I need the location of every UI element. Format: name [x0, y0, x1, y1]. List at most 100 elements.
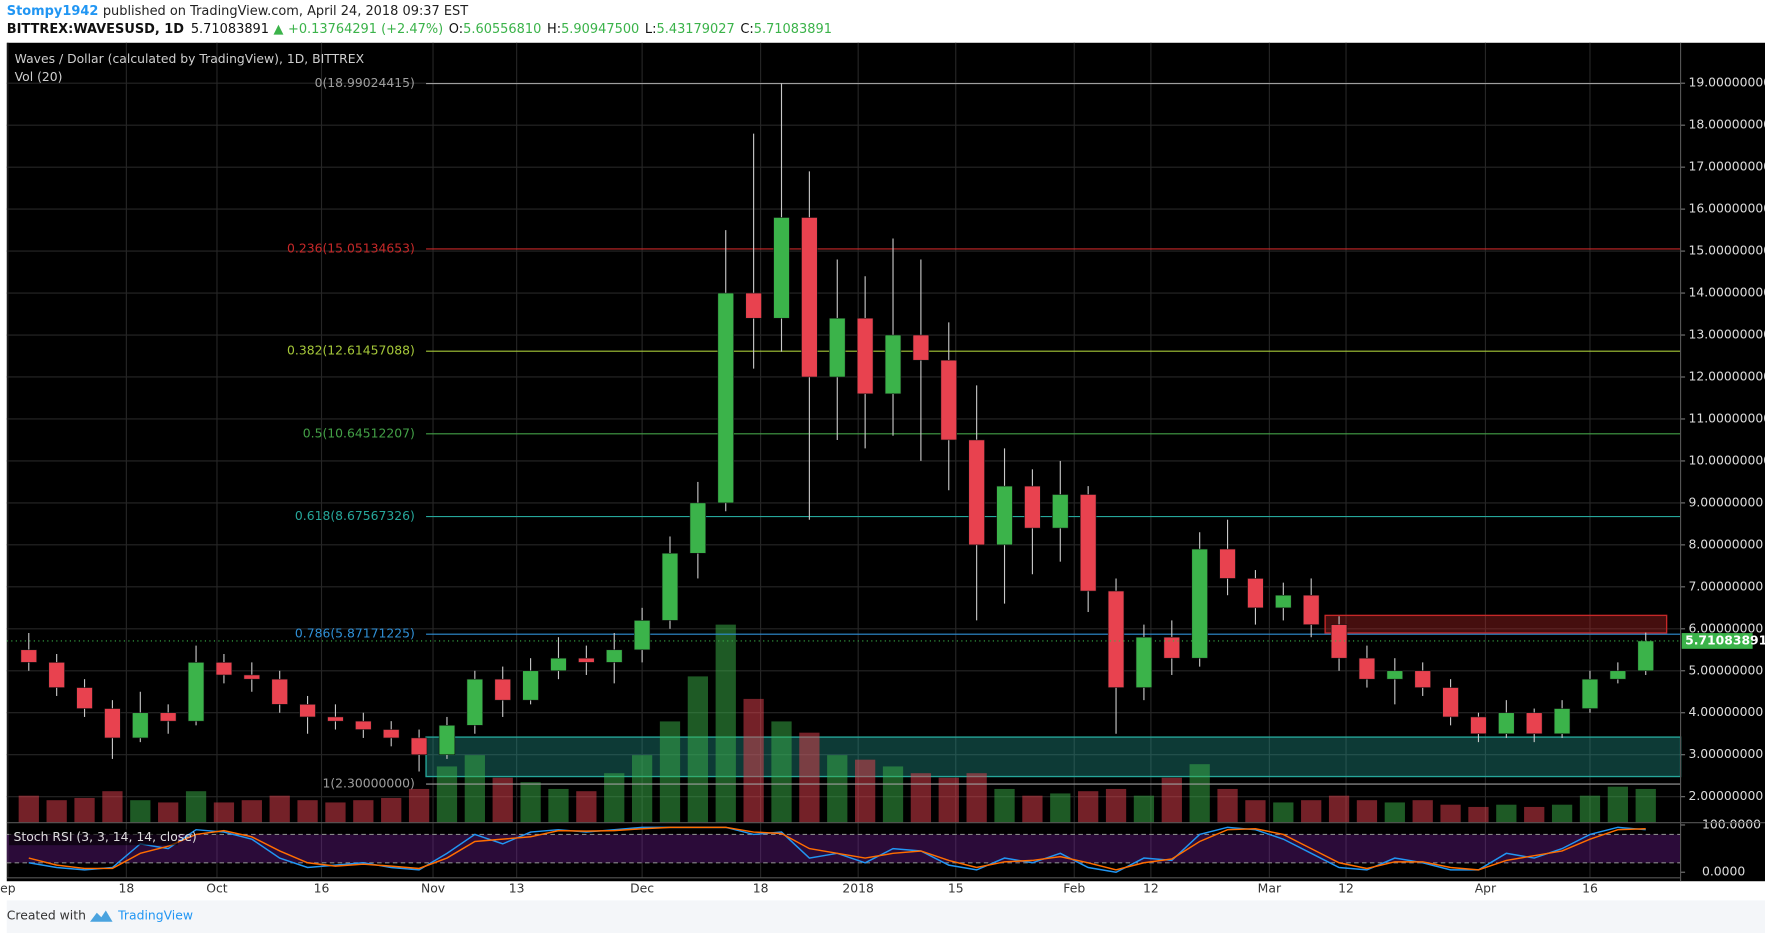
- volume-bar: [1635, 788, 1656, 823]
- x-tick-label: 16: [1582, 882, 1598, 896]
- author[interactable]: Stompy1942: [7, 4, 99, 19]
- volume-bar: [1161, 777, 1182, 823]
- fib-label: 0.382(12.61457088): [287, 344, 415, 358]
- volume-bar: [1328, 795, 1350, 823]
- arrow: ▲: [274, 22, 284, 37]
- x-tick-label: 18: [753, 882, 769, 896]
- candle-body: [1442, 687, 1459, 718]
- candle-body: [1080, 494, 1097, 592]
- candle-body: [522, 670, 539, 701]
- volume-bar: [325, 802, 346, 823]
- volume-bar: [74, 797, 95, 823]
- candle-body: [1107, 590, 1125, 688]
- stoch-title-bg: [9, 829, 178, 846]
- candle-body: [1470, 716, 1487, 735]
- x-tick-label: Oct: [206, 882, 228, 896]
- last-price-label: 5.71083891: [1685, 633, 1765, 647]
- x-tick-label: 18: [118, 882, 134, 896]
- candle-body: [132, 712, 149, 739]
- x-tick-label: 2018: [842, 882, 874, 896]
- volume-bar: [576, 791, 597, 823]
- footer-bar: [6, 900, 1765, 933]
- candle-body: [299, 704, 316, 718]
- candle-body: [717, 292, 734, 504]
- candle-body: [1553, 708, 1571, 735]
- stoch-title: Stoch RSI (3, 3, 14, 14, close): [14, 830, 197, 844]
- candle-body: [550, 657, 567, 672]
- volume-bar: [46, 800, 67, 823]
- footer-brand[interactable]: TradingView: [117, 909, 193, 923]
- stoch-tick-label: 100.0000: [1702, 817, 1761, 831]
- y-tick-label: 16.00000000: [1688, 202, 1765, 216]
- candle-body: [104, 708, 121, 739]
- candle-body: [383, 729, 400, 739]
- c-label: C:: [740, 22, 753, 37]
- candle-body: [661, 552, 679, 621]
- y-tick-label: 9.00000000: [1688, 495, 1763, 509]
- volume-bar: [882, 766, 904, 823]
- candle-body: [243, 674, 260, 680]
- volume-bar: [353, 800, 374, 823]
- volume-bar: [1301, 800, 1322, 823]
- y-tick-label: 11.00000000: [1688, 411, 1765, 425]
- fib-label: 1(2.30000000): [322, 777, 414, 791]
- candle-body: [1247, 578, 1264, 609]
- fib-label: 0.236(15.05134653): [287, 241, 415, 255]
- candle-body: [1024, 485, 1041, 529]
- candle-body: [48, 662, 65, 688]
- volume-bar: [631, 755, 653, 823]
- volume-bar: [1105, 788, 1127, 823]
- x-tick-label: Nov: [421, 882, 445, 896]
- stoch-band: [6, 834, 1681, 863]
- volume-bar: [1412, 800, 1433, 823]
- candle-body: [438, 725, 456, 755]
- volume-bar: [1217, 788, 1238, 823]
- volume-bar: [966, 773, 987, 823]
- volume-bar: [241, 800, 262, 823]
- volume-title: Vol (20): [15, 70, 63, 84]
- fib-label: 0.5(10.64512207): [303, 426, 415, 440]
- candle-body: [884, 334, 902, 395]
- logo: [90, 910, 113, 922]
- y-tick-label: 19.00000000: [1688, 76, 1765, 90]
- volume-bar: [604, 773, 625, 823]
- volume-bar: [1524, 806, 1545, 823]
- x-tick-label: 16: [314, 882, 330, 896]
- volume-bar: [269, 795, 290, 823]
- ohlc-line: BITTREX:WAVESUSD, 1D 5.71083891 ▲ +0.137642…: [7, 22, 832, 37]
- y-tick-label: 15.00000000: [1688, 244, 1765, 258]
- candle-body: [689, 502, 707, 554]
- candle-body: [160, 712, 177, 722]
- l-label: L:: [645, 22, 657, 37]
- candle-body: [1135, 636, 1153, 688]
- volume-bar: [1496, 804, 1517, 823]
- candle-body: [187, 662, 205, 722]
- volume-bar: [827, 755, 848, 823]
- stoch-tick-label: 0.0000: [1702, 865, 1745, 879]
- volume-bar: [158, 802, 179, 823]
- x-tick-label: 12: [1338, 882, 1354, 896]
- volume-bar: [799, 732, 820, 823]
- y-tick-label: 2.00000000: [1688, 789, 1763, 803]
- stoch-line: [28, 826, 1646, 871]
- volume-bar: [492, 777, 513, 823]
- zone: [1324, 614, 1668, 634]
- candle-body: [1275, 594, 1292, 609]
- candle-body: [1581, 678, 1599, 709]
- y-tick-label: 14.00000000: [1688, 286, 1765, 300]
- volume-bar: [297, 800, 318, 823]
- candle-body: [1163, 636, 1180, 659]
- o-label: O:: [449, 22, 463, 37]
- volume-bar: [855, 759, 876, 823]
- symbol: BITTREX:WAVESUSD, 1D: [7, 22, 185, 37]
- x-tick-label: Mar: [1258, 882, 1282, 896]
- candle-body: [1191, 548, 1208, 659]
- candle-body: [494, 678, 511, 701]
- candle-body: [996, 485, 1013, 546]
- candle-body: [76, 687, 93, 709]
- volume-bar: [687, 676, 708, 823]
- volume-bar: [1189, 764, 1210, 823]
- fib-label: 0(18.99024415): [315, 76, 415, 90]
- candle-body: [355, 720, 372, 730]
